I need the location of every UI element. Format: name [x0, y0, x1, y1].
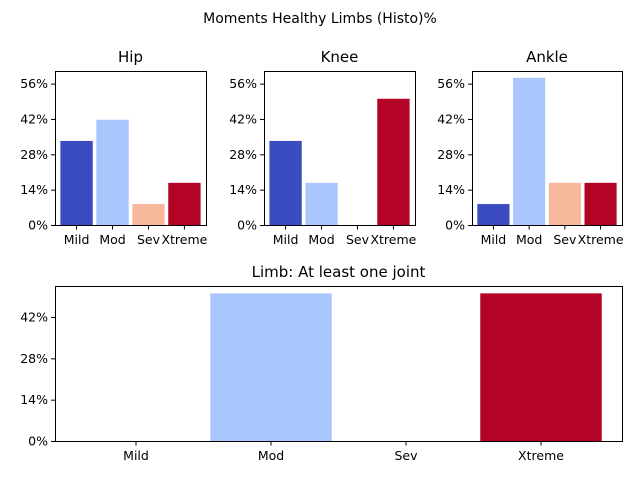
ytick-label-ankle: 42%: [437, 111, 465, 126]
xtick-label-hip: Mod: [99, 232, 125, 247]
ytick-label-knee: 56%: [229, 76, 257, 91]
xtick-label-limb: Xtreme: [518, 448, 564, 463]
ytick-label-limb: 42%: [20, 310, 48, 325]
ytick-label-hip: 14%: [20, 182, 48, 197]
ytick-label-knee: 42%: [229, 111, 257, 126]
ytick-label-hip: 28%: [20, 147, 48, 162]
figure-title: Moments Healthy Limbs (Histo)%: [203, 11, 437, 27]
xtick-label-hip: Xtreme: [161, 232, 207, 247]
xtick-label-ankle: Sev: [553, 232, 577, 247]
bar-knee-xtreme: [377, 98, 410, 225]
axes-frame-knee: [264, 71, 416, 226]
xtick-label-limb: Sev: [394, 448, 418, 463]
panel-title-ankle: Ankle: [526, 48, 568, 66]
bar-hip-mild: [60, 140, 93, 225]
ytick-label-knee: 0%: [237, 218, 257, 233]
bar-ankle-mild: [477, 204, 510, 225]
panel-knee: 0% 14% 28% 42% 56% Mild Mod Sev Xtreme Knee: [229, 48, 416, 247]
ytick-label-knee: 14%: [229, 182, 257, 197]
bar-hip-mod: [96, 119, 129, 225]
bar-ankle-sev: [548, 182, 581, 225]
axes-frame-hip: [55, 71, 207, 226]
xtick-label-knee: Sev: [346, 232, 370, 247]
xtick-label-ankle: Xtreme: [578, 232, 624, 247]
xtick-label-limb: Mod: [258, 448, 284, 463]
ytick-label-knee: 28%: [229, 147, 257, 162]
bar-ankle-xtreme: [584, 182, 617, 225]
axes-frame-ankle: [472, 71, 623, 226]
ytick-label-hip: 42%: [20, 111, 48, 126]
bar-hip-xtreme: [168, 182, 201, 225]
panel-ankle: 0% 14% 28% 42% 56% Mild Mod Sev Xtreme Ankle: [437, 48, 624, 247]
ytick-label-ankle: 14%: [437, 182, 465, 197]
ytick-label-limb: 0%: [28, 434, 48, 449]
panel-title-hip: Hip: [118, 48, 143, 66]
bar-ankle-mod: [513, 77, 546, 225]
bar-limb-xtreme: [480, 293, 602, 441]
panel-limb: 0% 14% 28% 42% Mild Mod Sev Xtreme Limb: At leas…: [20, 263, 623, 463]
xtick-label-knee: Xtreme: [370, 232, 416, 247]
ytick-label-ankle: 28%: [437, 147, 465, 162]
xtick-label-limb: Mild: [123, 448, 149, 463]
xtick-label-knee: Mild: [273, 232, 299, 247]
ytick-label-hip: 56%: [20, 76, 48, 91]
ytick-label-hip: 0%: [28, 218, 48, 233]
bar-knee-mild: [269, 140, 302, 225]
xtick-label-knee: Mod: [308, 232, 334, 247]
xtick-label-hip: Sev: [137, 232, 161, 247]
bar-limb-mod: [210, 293, 332, 441]
xtick-label-ankle: Mild: [481, 232, 507, 247]
axes-frame-limb: [55, 286, 623, 442]
xtick-label-hip: Mild: [64, 232, 90, 247]
xtick-label-ankle: Mod: [516, 232, 542, 247]
panel-hip: 0% 14% 28% 42% 56% Mild Mod Sev Xtreme Hip: [20, 48, 207, 247]
ytick-label-limb: 28%: [20, 351, 48, 366]
panel-title-knee: Knee: [321, 48, 359, 66]
panel-title-limb: Limb: At least one joint: [252, 263, 426, 281]
ytick-label-ankle: 0%: [445, 218, 465, 233]
ytick-label-limb: 14%: [20, 392, 48, 407]
bar-knee-mod: [305, 182, 338, 225]
bar-hip-sev: [132, 204, 165, 225]
ytick-label-ankle: 56%: [437, 76, 465, 91]
